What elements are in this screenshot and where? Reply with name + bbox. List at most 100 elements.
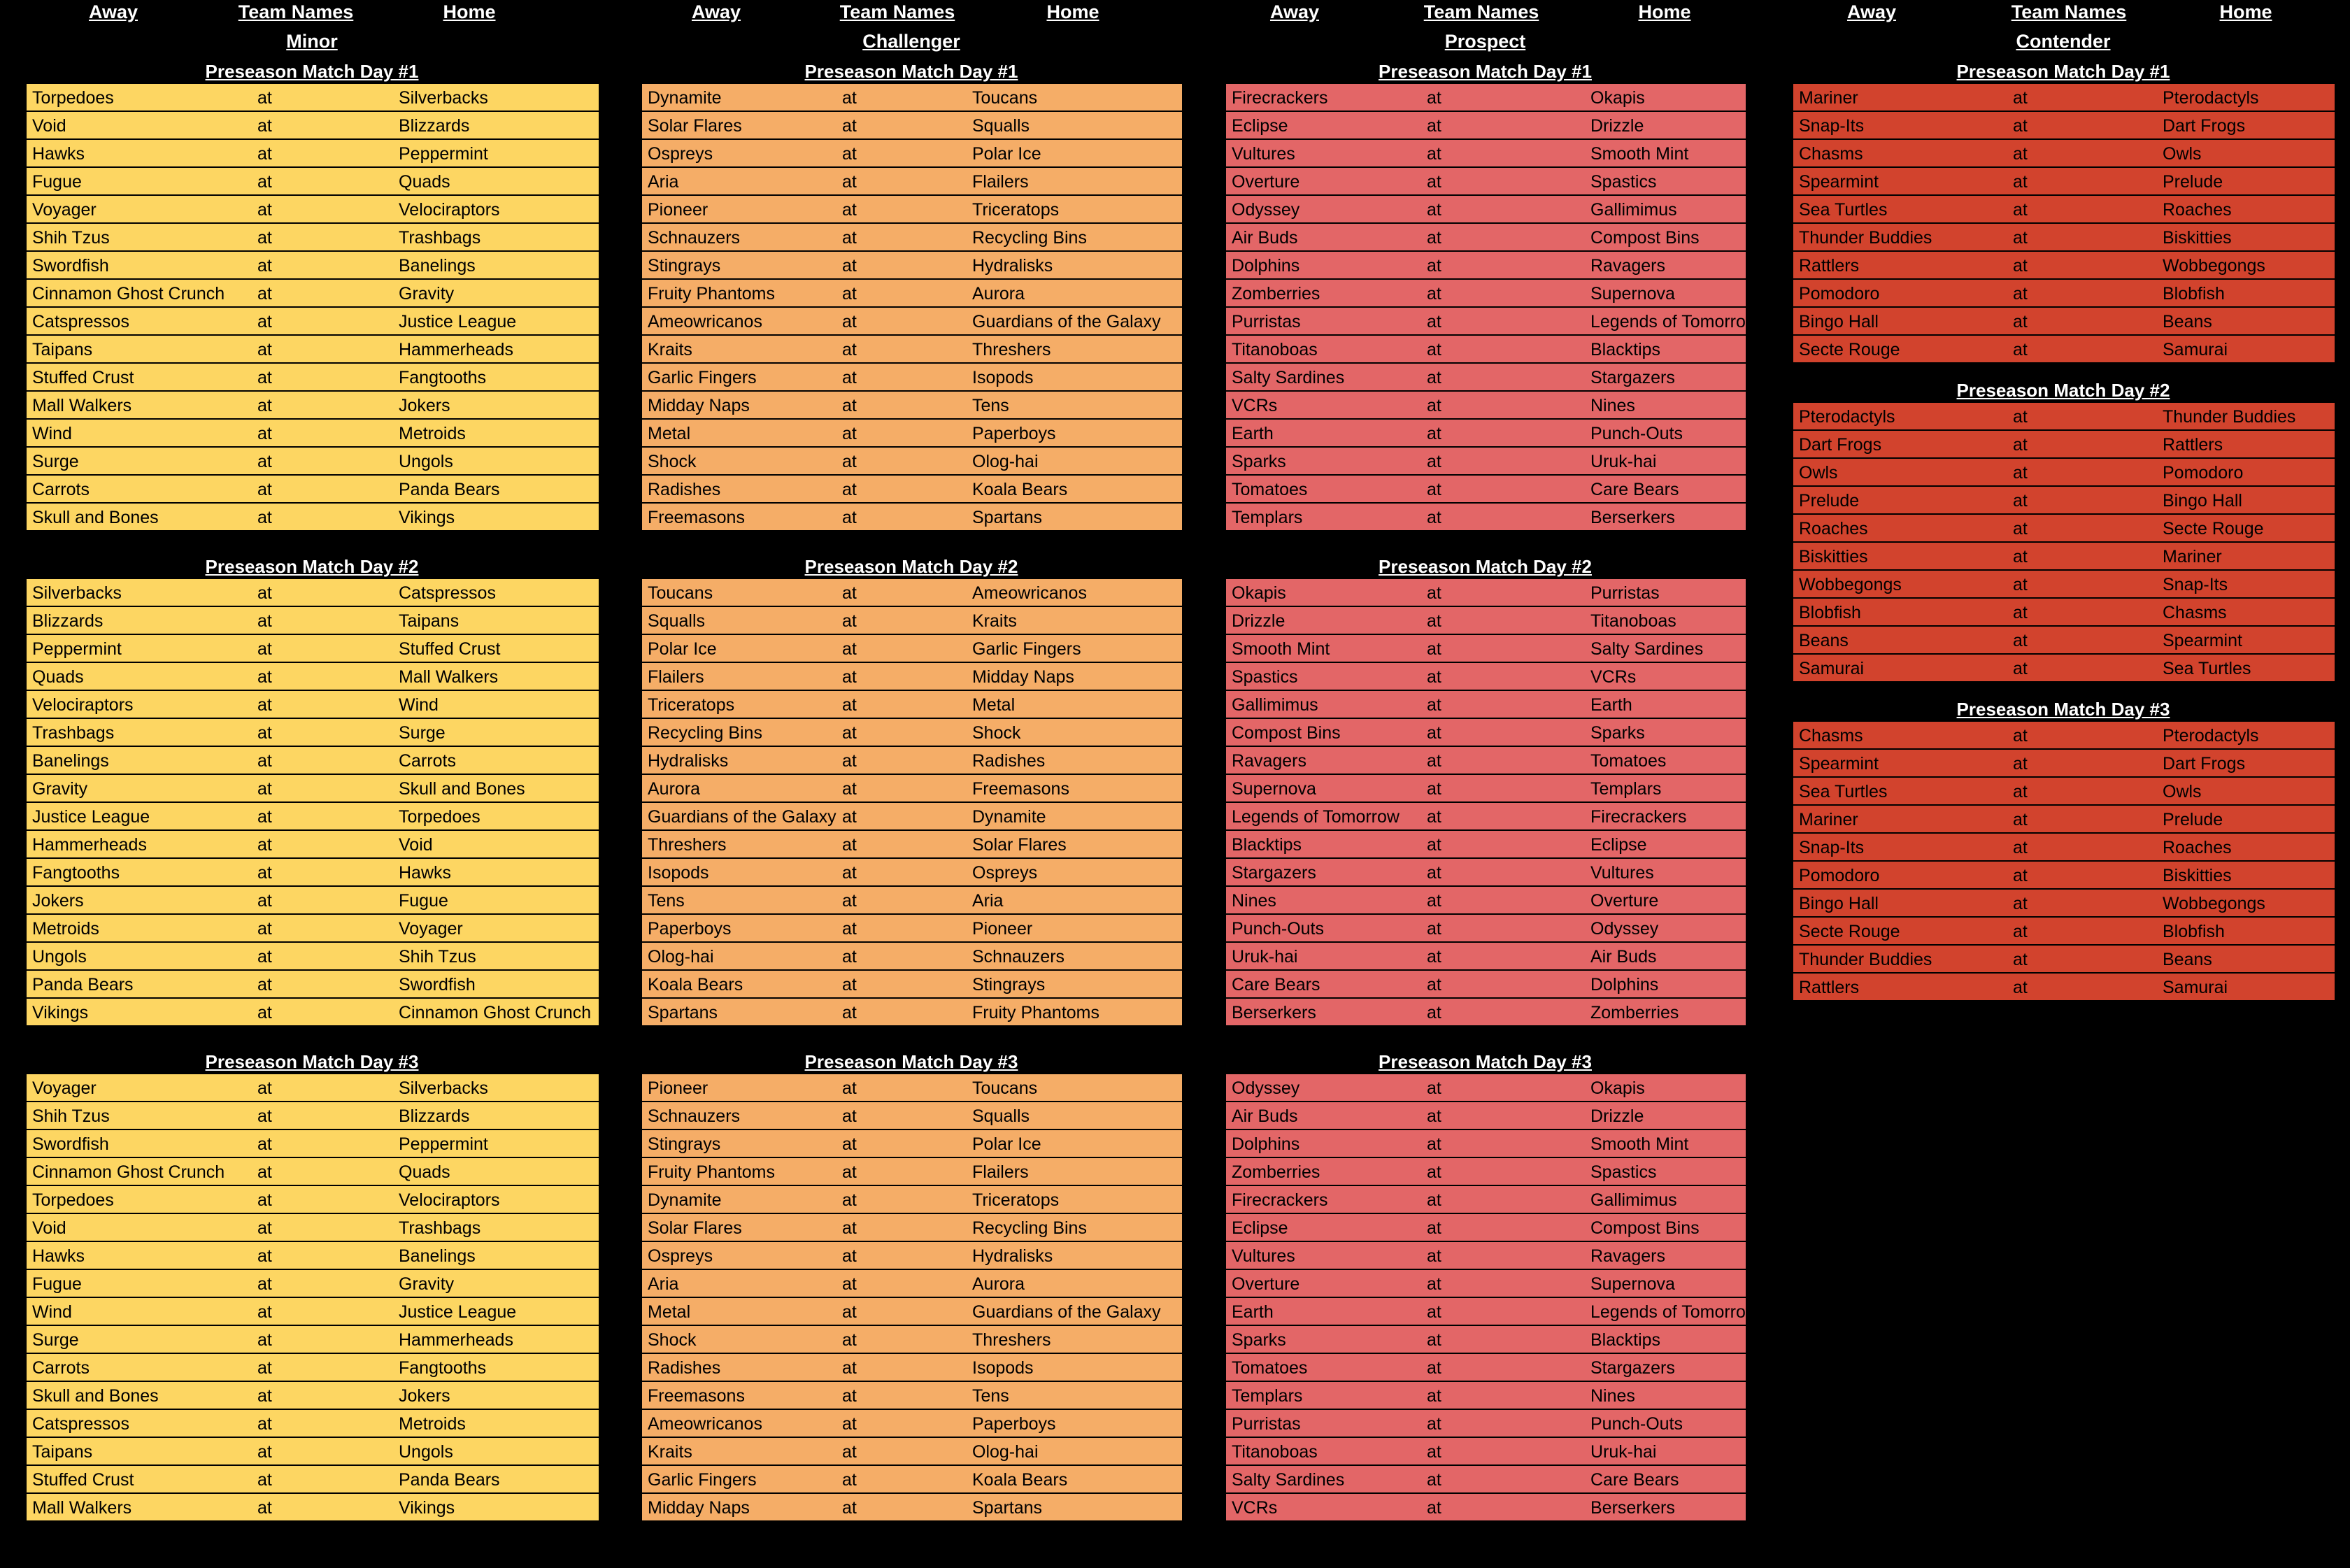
away-team-cell[interactable]: Titanoboas <box>1232 1442 1318 1462</box>
team-names-header[interactable]: Team Names <box>1423 1 1539 22</box>
away-team-cell[interactable]: Swordfish <box>32 256 109 276</box>
at-cell[interactable]: at <box>842 116 857 136</box>
match-row[interactable]: Void at Blizzards <box>27 112 599 140</box>
match-row[interactable]: Wobbegongs at Snap-Its <box>1793 571 2335 599</box>
away-team-cell[interactable]: Care Bears <box>1232 975 1320 995</box>
at-cell[interactable]: at <box>2013 922 2028 941</box>
away-team-cell[interactable]: Thunder Buddies <box>1799 228 1932 248</box>
away-team-cell[interactable]: Fruity Phantoms <box>648 1162 776 1182</box>
away-team-cell[interactable]: Drizzle <box>1232 611 1286 631</box>
at-cell[interactable]: at <box>257 256 272 276</box>
at-cell[interactable]: at <box>842 452 857 471</box>
match-row[interactable]: Justice League at Torpedoes <box>27 803 599 831</box>
home-team-cell[interactable]: Taipans <box>399 611 460 631</box>
home-team-cell[interactable]: Salty Sardines <box>1590 639 1704 659</box>
match-row[interactable]: Sea Turtles at Owls <box>1793 778 2335 806</box>
away-team-cell[interactable]: Shih Tzus <box>32 228 110 248</box>
at-cell[interactable]: at <box>1427 751 1441 771</box>
match-row[interactable]: Quads at Mall Walkers <box>27 663 599 691</box>
at-cell[interactable]: at <box>257 1078 272 1098</box>
match-row[interactable]: Punch-Outs at Odyssey <box>1226 915 1746 943</box>
away-team-cell[interactable]: Catspressos <box>32 1414 129 1434</box>
away-team-cell[interactable]: Cinnamon Ghost Crunch <box>32 284 225 304</box>
at-cell[interactable]: at <box>1427 396 1441 415</box>
away-team-cell[interactable]: Snap-Its <box>1799 116 1865 136</box>
home-team-cell[interactable]: Silverbacks <box>399 1078 488 1098</box>
at-cell[interactable]: at <box>2013 200 2028 220</box>
away-team-cell[interactable]: Pomodoro <box>1799 284 1880 304</box>
away-team-cell[interactable]: VCRs <box>1232 1498 1278 1518</box>
away-team-cell[interactable]: Sparks <box>1232 1330 1286 1350</box>
at-cell[interactable]: at <box>842 779 857 799</box>
home-team-cell[interactable]: Mall Walkers <box>399 667 499 687</box>
home-team-cell[interactable]: Eclipse <box>1590 835 1647 855</box>
at-cell[interactable]: at <box>1427 172 1441 192</box>
at-cell[interactable]: at <box>2013 284 2028 304</box>
match-row[interactable]: Wind at Justice League <box>27 1298 599 1326</box>
at-cell[interactable]: at <box>1427 368 1441 387</box>
home-team-cell[interactable]: Stingrays <box>972 975 1046 995</box>
home-team-cell[interactable]: Freemasons <box>972 779 1069 799</box>
at-cell[interactable]: at <box>2013 782 2028 801</box>
home-team-cell[interactable]: Dolphins <box>1590 975 1659 995</box>
at-cell[interactable]: at <box>842 144 857 164</box>
away-team-cell[interactable]: Cinnamon Ghost Crunch <box>32 1162 225 1182</box>
at-cell[interactable]: at <box>842 480 857 499</box>
at-cell[interactable]: at <box>2013 978 2028 997</box>
match-row[interactable]: Fruity Phantoms at Flailers <box>642 1158 1182 1186</box>
away-team-cell[interactable]: Solar Flares <box>648 1218 742 1238</box>
home-team-cell[interactable]: Panda Bears <box>399 480 500 499</box>
away-team-cell[interactable]: Sea Turtles <box>1799 200 1888 220</box>
away-team-cell[interactable]: Recycling Bins <box>648 723 762 743</box>
at-cell[interactable]: at <box>2013 491 2028 511</box>
away-team-cell[interactable]: Earth <box>1232 424 1274 443</box>
away-team-cell[interactable]: Fugue <box>32 172 82 192</box>
at-cell[interactable]: at <box>1427 256 1441 276</box>
away-team-cell[interactable]: Hydralisks <box>648 751 729 771</box>
match-row[interactable]: Paperboys at Pioneer <box>642 915 1182 943</box>
match-row[interactable]: Peppermint at Stuffed Crust <box>27 635 599 663</box>
away-team-cell[interactable]: Freemasons <box>648 1386 745 1406</box>
home-team-cell[interactable]: Beans <box>2163 950 2212 969</box>
at-cell[interactable]: at <box>1427 835 1441 855</box>
home-team-cell[interactable]: Samurai <box>2163 340 2228 359</box>
away-team-cell[interactable]: Void <box>32 116 66 136</box>
away-team-cell[interactable]: Dolphins <box>1232 1134 1300 1154</box>
away-team-cell[interactable]: Salty Sardines <box>1232 368 1345 387</box>
match-row[interactable]: Torpedoes at Velociraptors <box>27 1186 599 1214</box>
home-team-cell[interactable]: Jokers <box>399 396 450 415</box>
match-row[interactable]: Spartans at Fruity Phantoms <box>642 999 1182 1027</box>
at-cell[interactable]: at <box>1427 116 1441 136</box>
home-team-cell[interactable]: Garlic Fingers <box>972 639 1081 659</box>
away-team-cell[interactable]: Ospreys <box>648 144 713 164</box>
match-row[interactable]: Eclipse at Compost Bins <box>1226 1214 1746 1242</box>
at-cell[interactable]: at <box>257 863 272 883</box>
match-row[interactable]: Zomberries at Spastics <box>1226 1158 1746 1186</box>
home-team-cell[interactable]: Hydralisks <box>972 1246 1053 1266</box>
match-row[interactable]: Rattlers at Wobbegongs <box>1793 252 2335 280</box>
home-team-cell[interactable]: Spearmint <box>2163 631 2242 650</box>
match-row[interactable]: Fugue at Gravity <box>27 1270 599 1298</box>
home-team-cell[interactable]: Pterodactyls <box>2163 726 2259 746</box>
away-team-cell[interactable]: Pioneer <box>648 200 708 220</box>
match-row[interactable]: Aurora at Freemasons <box>642 775 1182 803</box>
match-row[interactable]: Overture at Spastics <box>1226 168 1746 196</box>
home-team-cell[interactable]: Legends of Tomorrow <box>1590 1302 1746 1322</box>
home-team-cell[interactable]: Vultures <box>1590 863 1654 883</box>
match-row[interactable]: Jokers at Fugue <box>27 887 599 915</box>
home-team-cell[interactable]: Owls <box>2163 782 2202 801</box>
at-cell[interactable]: at <box>1427 639 1441 659</box>
away-team-cell[interactable]: Overture <box>1232 172 1300 192</box>
away-team-cell[interactable]: Supernova <box>1232 779 1316 799</box>
home-team-cell[interactable]: Sparks <box>1590 723 1645 743</box>
home-team-cell[interactable]: Spastics <box>1590 172 1657 192</box>
home-team-cell[interactable]: Polar Ice <box>972 1134 1041 1154</box>
home-team-cell[interactable]: Metroids <box>399 1414 466 1434</box>
home-team-cell[interactable]: Gallimimus <box>1590 1190 1677 1210</box>
at-cell[interactable]: at <box>842 396 857 415</box>
at-cell[interactable]: at <box>842 1386 857 1406</box>
home-team-cell[interactable]: Dart Frogs <box>2163 116 2246 136</box>
match-row[interactable]: Mariner at Pterodactyls <box>1793 84 2335 112</box>
away-team-cell[interactable]: Velociraptors <box>32 695 134 715</box>
match-row[interactable]: Tens at Aria <box>642 887 1182 915</box>
